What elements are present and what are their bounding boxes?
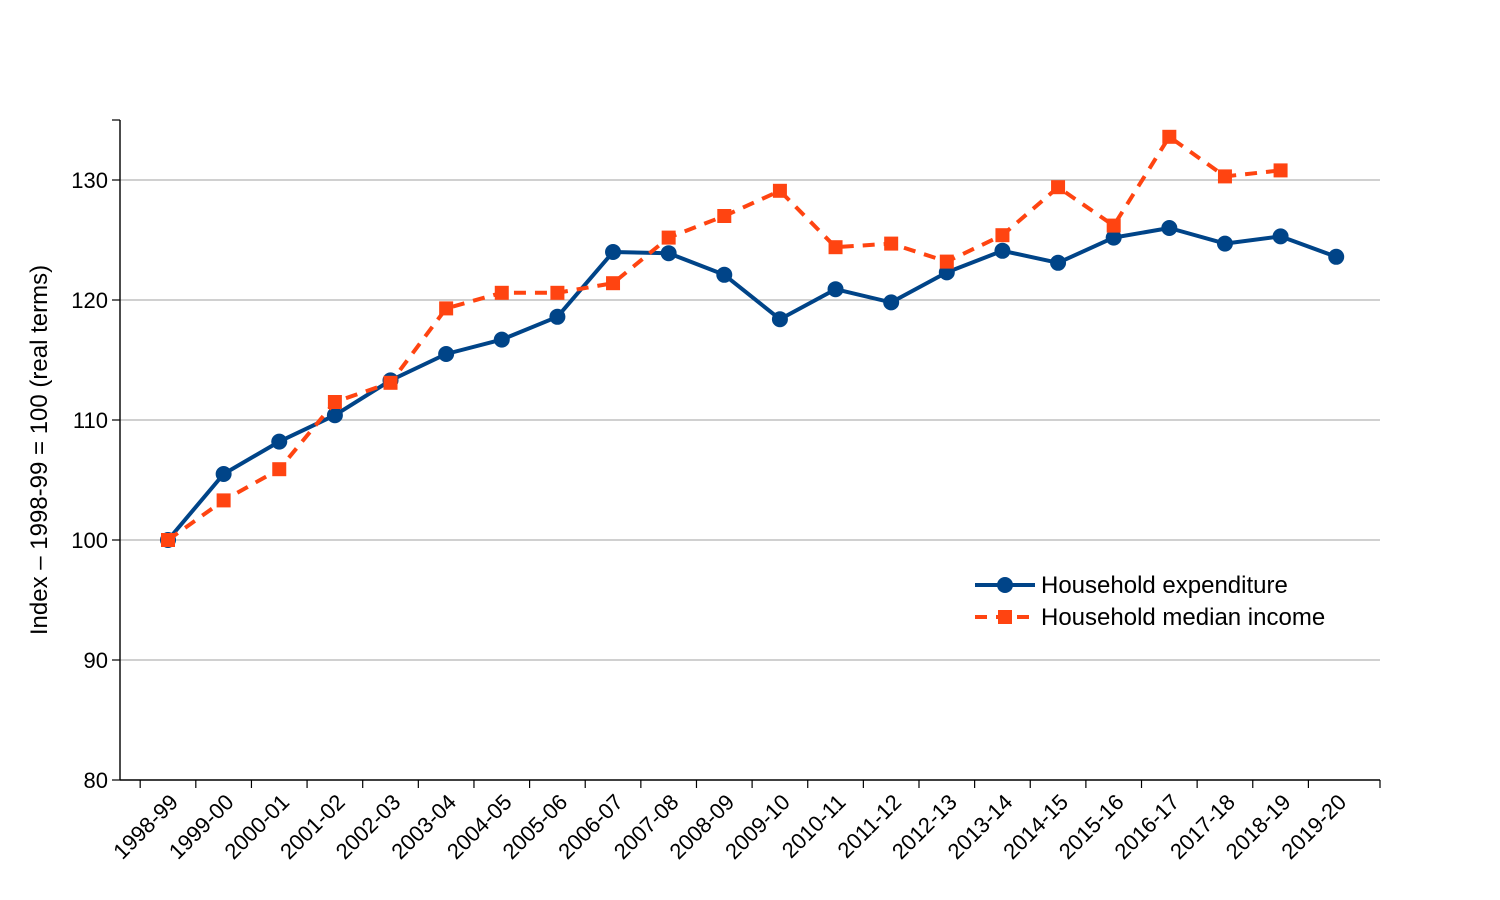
data-point bbox=[215, 466, 232, 482]
y-tick-label: 100 bbox=[71, 528, 108, 553]
data-point bbox=[716, 266, 733, 283]
data-point bbox=[606, 276, 621, 291]
data-point bbox=[493, 331, 510, 348]
axes bbox=[112, 119, 1380, 781]
data-point bbox=[771, 311, 788, 328]
data-point bbox=[438, 346, 455, 362]
data-point bbox=[439, 301, 454, 316]
x-axis-ticks: 1998-991999-002000-012001-022002-032003-… bbox=[108, 780, 1381, 864]
data-point bbox=[828, 240, 843, 255]
y-tick-label: 120 bbox=[71, 288, 108, 313]
data-point bbox=[327, 395, 342, 409]
y-tick-label: 80 bbox=[84, 768, 108, 793]
data-point bbox=[995, 228, 1010, 243]
series-line bbox=[166, 226, 1337, 542]
data-point bbox=[827, 281, 844, 298]
data-point bbox=[216, 493, 231, 508]
data-point bbox=[1272, 228, 1289, 245]
data-point bbox=[1105, 229, 1122, 246]
data-point bbox=[1050, 254, 1067, 271]
data-point bbox=[660, 245, 677, 262]
y-axis-ticks: 80 90 100 110 120 130 bbox=[71, 168, 120, 793]
series-line bbox=[166, 134, 1281, 542]
data-point bbox=[549, 308, 566, 325]
legend-marker bbox=[997, 577, 1013, 593]
data-point bbox=[1273, 163, 1288, 178]
data-point bbox=[884, 236, 899, 251]
legend-marker bbox=[998, 610, 1012, 624]
data-point bbox=[383, 375, 398, 390]
data-point bbox=[271, 433, 288, 450]
series-household-median-income bbox=[161, 129, 1288, 547]
data-point bbox=[883, 294, 900, 311]
legend-label: Household median income bbox=[1041, 604, 1325, 631]
legend-item: Household expenditure bbox=[975, 572, 1288, 599]
data-point bbox=[1328, 248, 1345, 265]
y-tick-label: 130 bbox=[71, 168, 108, 193]
data-point bbox=[161, 533, 175, 547]
data-point bbox=[772, 183, 787, 198]
legend-label: Household expenditure bbox=[1041, 572, 1288, 599]
data-point bbox=[605, 244, 622, 260]
data-point bbox=[1051, 180, 1066, 195]
data-point bbox=[661, 230, 676, 245]
data-point bbox=[1161, 220, 1178, 236]
data-point bbox=[326, 407, 343, 424]
data-point bbox=[994, 242, 1011, 259]
data-point bbox=[1162, 129, 1177, 144]
y-tick-label: 90 bbox=[84, 648, 108, 673]
data-point bbox=[717, 209, 732, 223]
data-point bbox=[939, 254, 954, 269]
data-point bbox=[272, 462, 287, 477]
series-layer bbox=[160, 129, 1345, 548]
legend: Household expenditure Household median in… bbox=[975, 572, 1325, 631]
y-axis-title: Index – 1998-99 = 100 (real terms) bbox=[26, 265, 53, 635]
data-point bbox=[1216, 235, 1233, 252]
legend-item: Household median income bbox=[975, 604, 1325, 631]
y-tick-label: 110 bbox=[73, 408, 108, 433]
data-point bbox=[494, 285, 509, 300]
data-point bbox=[1217, 169, 1232, 184]
data-point bbox=[1106, 218, 1121, 233]
series-household-expenditure bbox=[160, 220, 1345, 548]
data-point bbox=[550, 285, 565, 300]
